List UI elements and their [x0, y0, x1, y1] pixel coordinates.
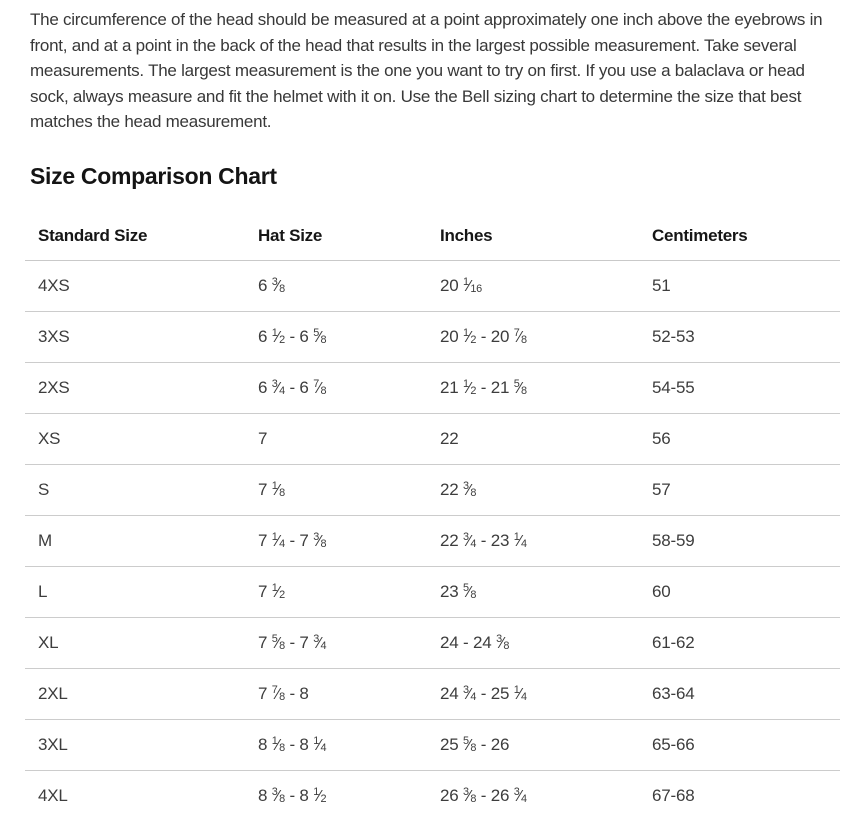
cell-centimeters: 60	[639, 566, 840, 618]
cell-hat-size: 7 1⁄8	[245, 464, 427, 516]
cell-centimeters: 56	[639, 413, 840, 465]
size-table-body: 4XS 6 3⁄8 20 1⁄16 51 3XS 6 1⁄2 - 6 5⁄8 20 1⁄2 …	[25, 260, 840, 821]
cell-standard-size: S	[25, 464, 245, 516]
fraction: 3⁄8	[463, 480, 477, 499]
table-row: 3XL 8 1⁄8 - 8 1⁄4 25 5⁄8 - 26 65-66	[25, 719, 840, 771]
cell-inches: 20 1⁄2 - 20 7⁄8	[427, 311, 639, 363]
fraction: 1⁄2	[271, 327, 285, 346]
cell-standard-size: M	[25, 515, 245, 567]
fraction: 1⁄4	[313, 735, 327, 754]
cell-hat-size: 6 3⁄8	[245, 260, 427, 312]
cell-standard-size: XS	[25, 413, 245, 465]
cell-standard-size: 3XS	[25, 311, 245, 363]
cell-inches: 25 5⁄8 - 26	[427, 719, 639, 771]
fraction: 3⁄8	[313, 531, 327, 550]
cell-standard-size: 3XL	[25, 719, 245, 771]
cell-standard-size: 2XS	[25, 362, 245, 414]
fraction: 3⁄4	[463, 684, 477, 703]
fraction: 3⁄4	[313, 633, 327, 652]
table-row: 4XL 8 3⁄8 - 8 1⁄2 26 3⁄8 - 26 3⁄4 67-68	[25, 770, 840, 821]
cell-standard-size: 2XL	[25, 668, 245, 720]
fraction: 1⁄16	[463, 276, 483, 295]
table-row: XS 7 22 56	[25, 413, 840, 465]
cell-inches: 26 3⁄8 - 26 3⁄4	[440, 785, 527, 805]
cell-inches: 23 5⁄8	[427, 566, 639, 618]
fraction: 3⁄8	[463, 786, 477, 805]
cell-hat-size: 7 1⁄2	[245, 566, 427, 618]
fraction: 3⁄8	[496, 633, 510, 652]
cell-standard-size: 4XS	[25, 260, 245, 312]
fraction: 1⁄4	[513, 684, 527, 703]
table-row: 2XL 7 7⁄8 - 8 24 3⁄4 - 25 1⁄4 63-64	[25, 668, 840, 720]
fraction: 1⁄2	[313, 786, 327, 805]
cell-hat-size: 6 3⁄4 - 6 7⁄8	[245, 362, 427, 414]
cell-inches: 20 1⁄16	[427, 260, 639, 312]
fraction: 5⁄8	[513, 378, 527, 397]
cell-centimeters: 67-68	[652, 785, 695, 805]
cell-hat-size: 7	[245, 413, 427, 465]
cell-hat-size: 8 3⁄8 - 8 1⁄2	[258, 785, 327, 805]
size-comparison-table: Standard Size Hat Size Inches Centimeters 4…	[25, 211, 840, 821]
table-row: 3XS 6 1⁄2 - 6 5⁄8 20 1⁄2 - 20 7⁄8 52-53	[25, 311, 840, 363]
fraction: 5⁄8	[463, 582, 477, 601]
fraction: 3⁄8	[271, 786, 285, 805]
cell-standard-size: XL	[25, 617, 245, 669]
cell-hat-size: 8 1⁄8 - 8 1⁄4	[245, 719, 427, 771]
fraction: 3⁄4	[463, 531, 477, 550]
fraction: 1⁄8	[271, 480, 285, 499]
fraction: 1⁄2	[463, 378, 477, 397]
cell-centimeters: 51	[639, 260, 840, 312]
cell-inches: 22 3⁄4 - 23 1⁄4	[427, 515, 639, 567]
cell-inches: 24 - 24 3⁄8	[427, 617, 639, 669]
fraction: 3⁄8	[271, 276, 285, 295]
column-header-hat-size: Hat Size	[245, 211, 427, 261]
cell-inches: 22	[427, 413, 639, 465]
fraction: 5⁄8	[313, 327, 327, 346]
fraction: 3⁄4	[513, 786, 527, 805]
cell-inches: 21 1⁄2 - 21 5⁄8	[427, 362, 639, 414]
cell-hat-size: 7 7⁄8 - 8	[245, 668, 427, 720]
fraction: 1⁄4	[513, 531, 527, 550]
cell-inches: 22 3⁄8	[427, 464, 639, 516]
cell-centimeters: 57	[639, 464, 840, 516]
fraction: 5⁄8	[463, 735, 477, 754]
column-header-standard-size: Standard Size	[25, 211, 245, 261]
cell-inches: 24 3⁄4 - 25 1⁄4	[427, 668, 639, 720]
fraction: 1⁄4	[271, 531, 285, 550]
cell-centimeters: 58-59	[639, 515, 840, 567]
table-row: 2XS 6 3⁄4 - 6 7⁄8 21 1⁄2 - 21 5⁄8 54-55	[25, 362, 840, 414]
cell-centimeters: 65-66	[639, 719, 840, 771]
cell-hat-size: 6 1⁄2 - 6 5⁄8	[245, 311, 427, 363]
column-header-centimeters: Centimeters	[639, 211, 840, 261]
cell-centimeters: 63-64	[639, 668, 840, 720]
fraction: 1⁄8	[271, 735, 285, 754]
fraction: 7⁄8	[271, 684, 285, 703]
fraction: 5⁄8	[271, 633, 285, 652]
cell-hat-size: 7 5⁄8 - 7 3⁄4	[245, 617, 427, 669]
fraction: 1⁄2	[463, 327, 477, 346]
cell-standard-size: 4XL	[38, 785, 68, 805]
intro-paragraph: The circumference of the head should be …	[30, 10, 823, 132]
cell-centimeters: 61-62	[639, 617, 840, 669]
size-table-header: Standard Size Hat Size Inches Centimeters	[25, 211, 840, 261]
fraction: 7⁄8	[513, 327, 527, 346]
cell-standard-size: L	[25, 566, 245, 618]
table-row: XL 7 5⁄8 - 7 3⁄4 24 - 24 3⁄8 61-62	[25, 617, 840, 669]
cell-centimeters: 54-55	[639, 362, 840, 414]
fraction: 3⁄4	[271, 378, 285, 397]
table-row: 4XS 6 3⁄8 20 1⁄16 51	[25, 260, 840, 312]
section-title: Size Comparison Chart	[30, 162, 277, 189]
header-row: Standard Size Hat Size Inches Centimeters	[25, 211, 840, 261]
fraction: 1⁄2	[271, 582, 285, 601]
cell-centimeters: 52-53	[639, 311, 840, 363]
cell-hat-size: 7 1⁄4 - 7 3⁄8	[245, 515, 427, 567]
column-header-inches: Inches	[427, 211, 639, 261]
fraction: 7⁄8	[313, 378, 327, 397]
